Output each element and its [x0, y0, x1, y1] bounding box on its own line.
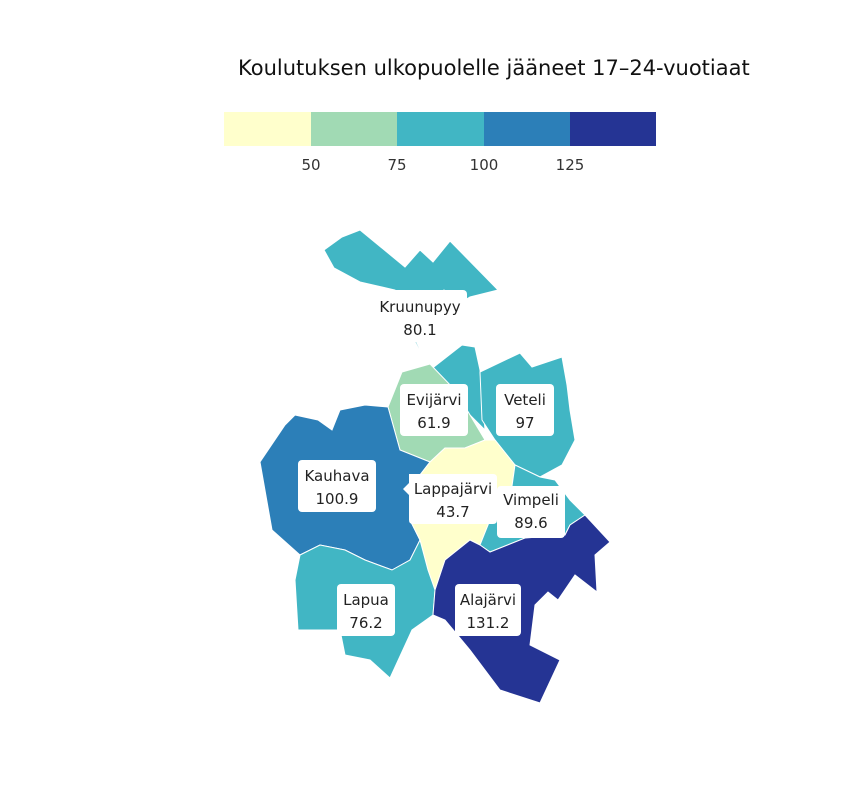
- color-legend: 50 75 100 125: [224, 112, 656, 174]
- label-evijarvi: Evijärvi 61.9: [400, 384, 468, 436]
- label-veteli-name: Veteli: [504, 391, 546, 409]
- label-lapua-value: 76.2: [349, 614, 382, 632]
- label-lappajarvi-value: 43.7: [436, 503, 469, 521]
- label-alajarvi-name: Alajärvi: [460, 591, 516, 609]
- legend-tick-100: 100: [470, 156, 499, 174]
- label-kauhava: Kauhava 100.9: [298, 460, 376, 512]
- label-evijarvi-value: 61.9: [417, 414, 450, 432]
- label-lapua: Lapua 76.2: [337, 584, 395, 636]
- legend-swatch-3: [397, 112, 484, 146]
- label-alajarvi-value: 131.2: [467, 614, 510, 632]
- legend-swatch-2: [311, 112, 397, 146]
- legend-tick-50: 50: [301, 156, 320, 174]
- legend-tick-75: 75: [387, 156, 406, 174]
- label-kruunupyy-name: Kruunupyy: [379, 298, 460, 316]
- label-vimpeli-name: Vimpeli: [503, 491, 559, 509]
- region-labels: Kruunupyy 80.1 Evijärvi 61.9 Veteli 97 K…: [298, 290, 565, 636]
- region-alajarvi[interactable]: [432, 514, 611, 704]
- label-vimpeli-value: 89.6: [514, 514, 547, 532]
- label-kruunupyy-value: 80.1: [403, 321, 436, 339]
- label-veteli-value: 97: [515, 414, 534, 432]
- legend-tick-125: 125: [556, 156, 585, 174]
- legend-swatch-5: [570, 112, 656, 146]
- label-kauhava-name: Kauhava: [304, 467, 369, 485]
- label-lappajarvi: Lappajärvi 43.7: [403, 474, 497, 524]
- legend-swatch-4: [484, 112, 570, 146]
- label-lapua-name: Lapua: [343, 591, 389, 609]
- label-veteli: Veteli 97: [496, 384, 554, 436]
- label-kauhava-value: 100.9: [316, 490, 359, 508]
- map-title: Koulutuksen ulkopuolelle jääneet 17–24-v…: [238, 56, 750, 80]
- label-lappajarvi-name: Lappajärvi: [414, 480, 492, 498]
- label-kruunupyy: Kruunupyy 80.1: [373, 290, 467, 342]
- label-vimpeli: Vimpeli 89.6: [497, 486, 565, 538]
- legend-swatch-1: [224, 112, 311, 146]
- label-evijarvi-name: Evijärvi: [406, 391, 461, 409]
- label-alajarvi: Alajärvi 131.2: [455, 584, 521, 636]
